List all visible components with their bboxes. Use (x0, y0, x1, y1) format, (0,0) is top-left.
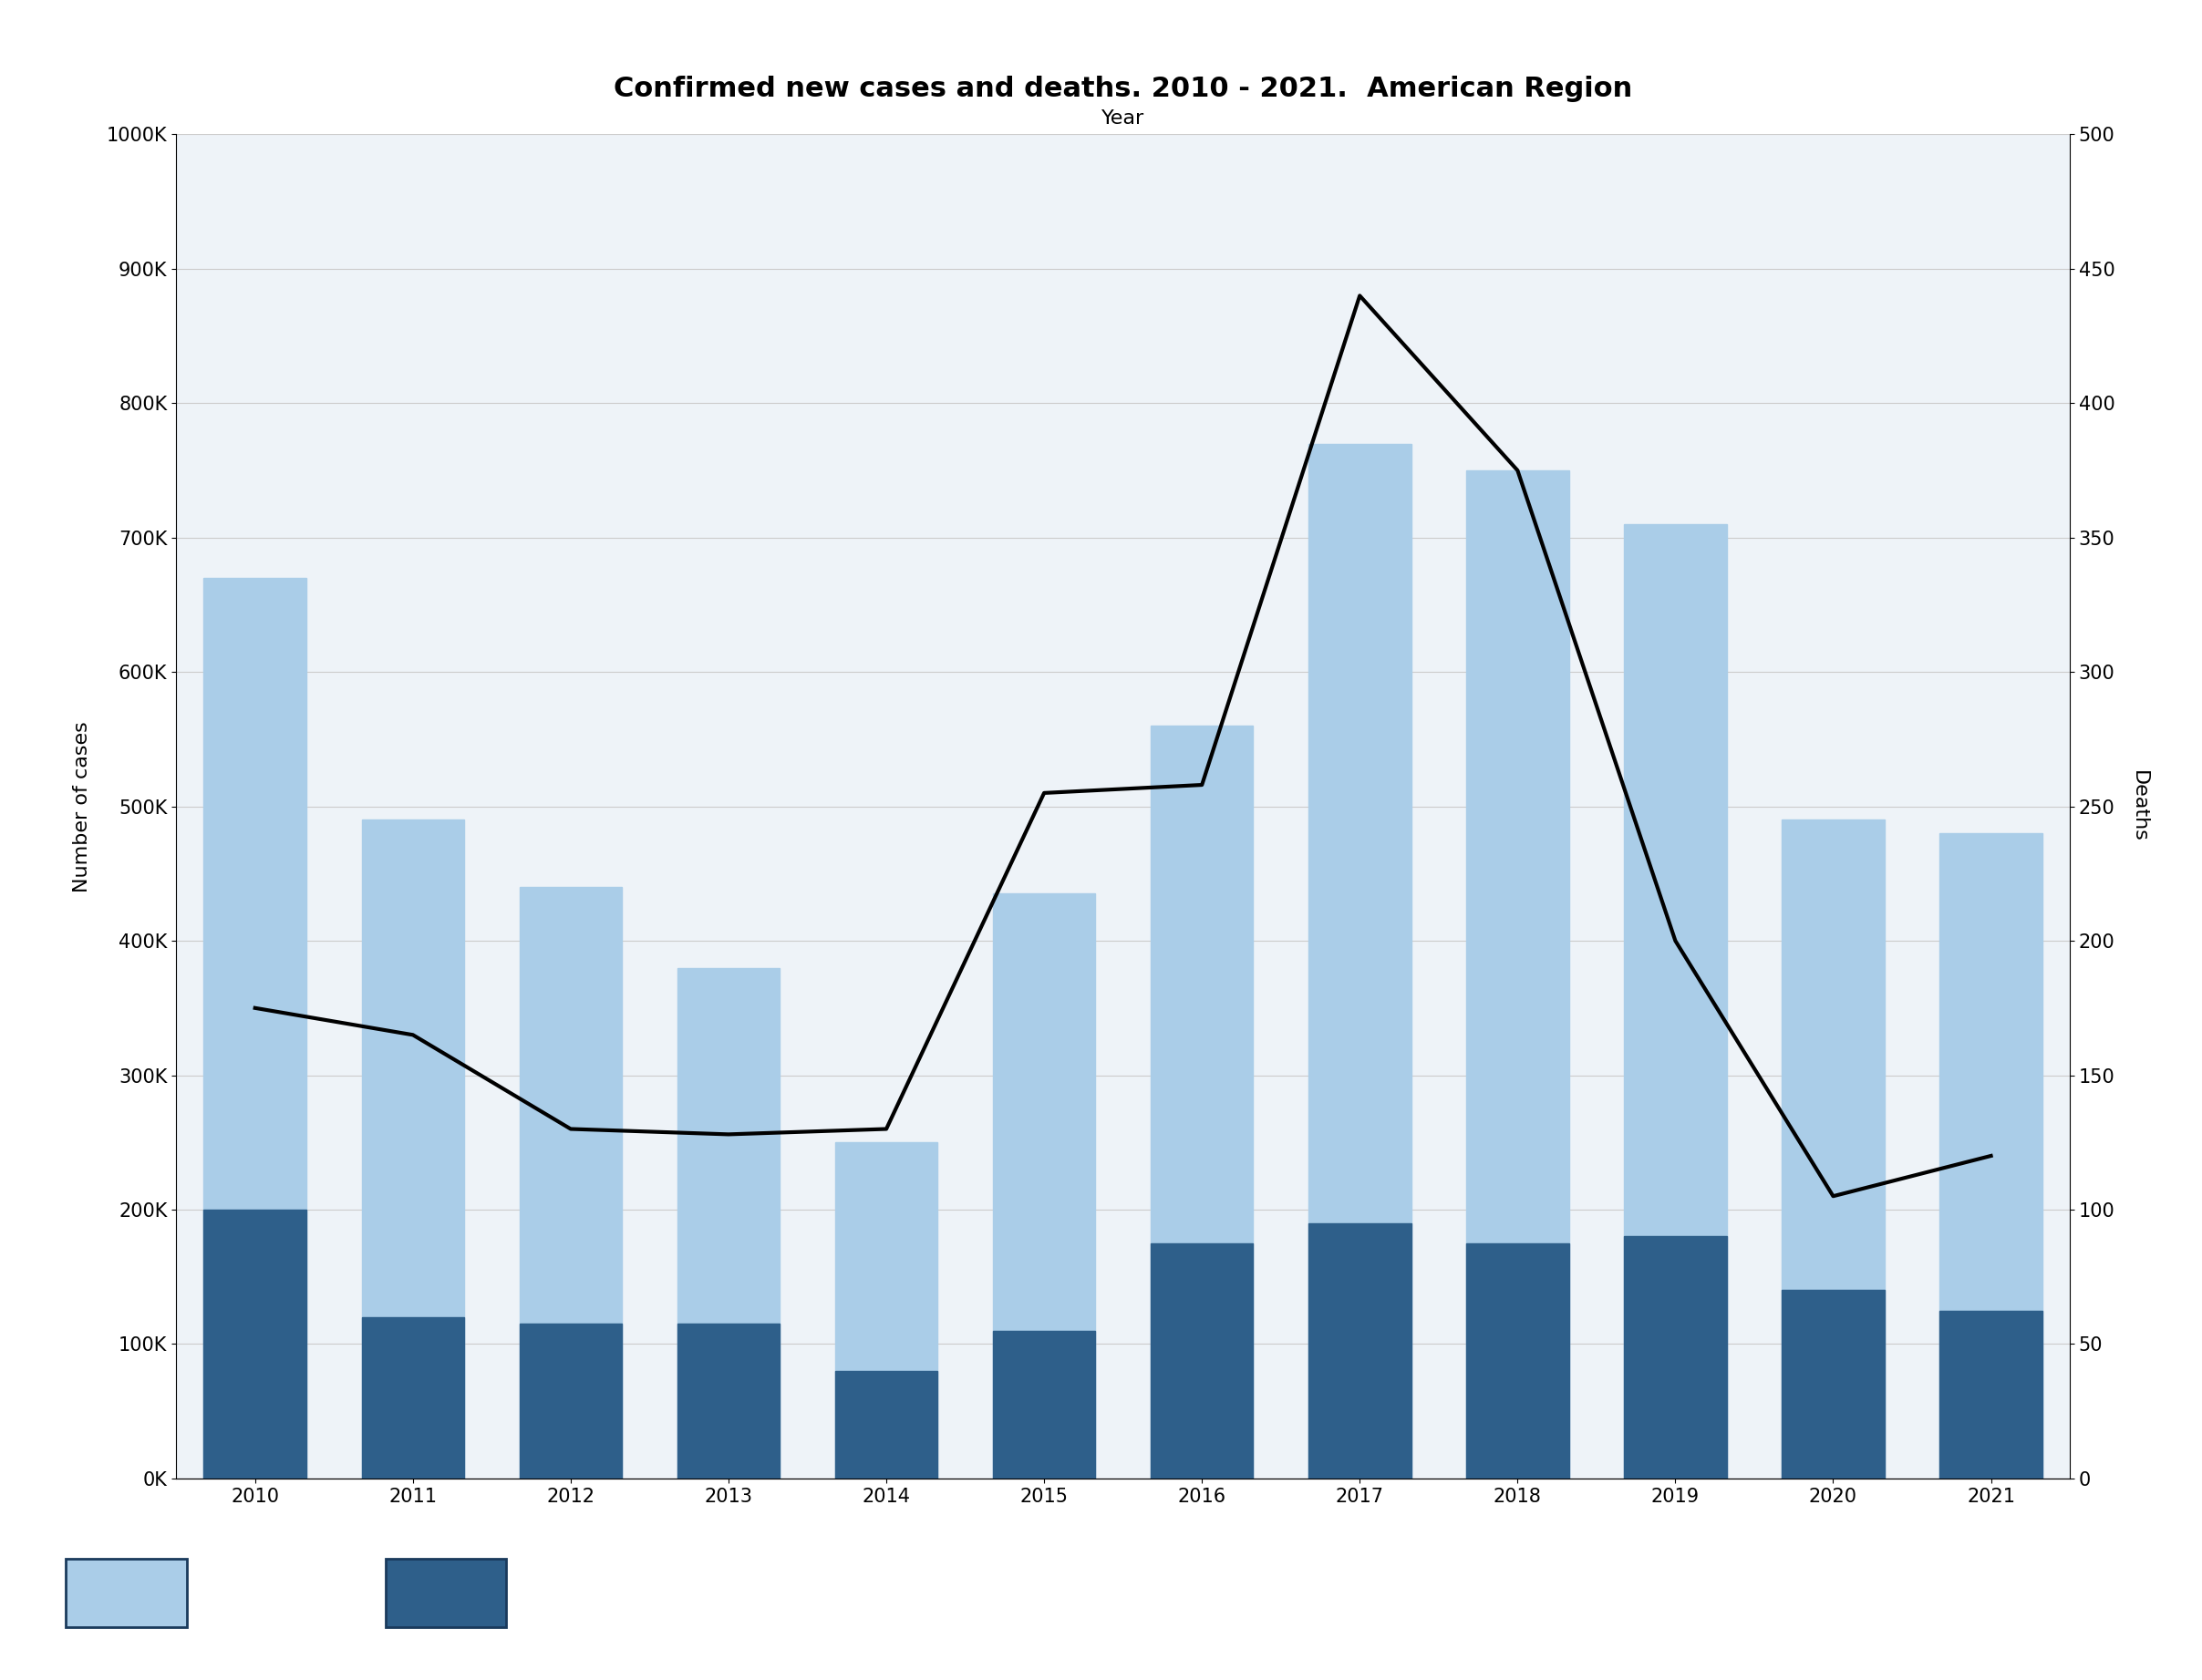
Y-axis label: Number of cases: Number of cases (73, 721, 90, 892)
Bar (1467, 1243, 1568, 1478)
Bar (361, 1317, 465, 1478)
Bar (1308, 444, 1411, 1478)
Bar (1625, 524, 1726, 1478)
Bar (205, 578, 306, 1478)
Bar (520, 887, 621, 1478)
Bar (1781, 820, 1885, 1478)
Bar (1940, 833, 2041, 1478)
Bar (1625, 1236, 1726, 1478)
Bar (678, 1324, 780, 1478)
Title: Confirmed new cases and deaths. 2010 - 2021.  American Region: Confirmed new cases and deaths. 2010 - 2… (614, 76, 1632, 102)
Bar (361, 820, 465, 1478)
Bar (1308, 1223, 1411, 1478)
X-axis label: Year: Year (1101, 109, 1145, 128)
Bar (678, 968, 780, 1478)
Bar (1940, 1310, 2041, 1478)
Y-axis label: Deaths: Deaths (2129, 771, 2149, 842)
Bar (993, 1331, 1094, 1478)
Bar (1781, 1290, 1885, 1478)
Bar (1152, 726, 1253, 1478)
Bar (993, 894, 1094, 1478)
Bar (205, 1210, 306, 1478)
Bar (835, 1371, 938, 1478)
FancyBboxPatch shape (66, 1559, 187, 1626)
Bar (835, 1142, 938, 1478)
FancyBboxPatch shape (385, 1559, 506, 1626)
Bar (1152, 1243, 1253, 1478)
Bar (520, 1324, 621, 1478)
Bar (1467, 470, 1568, 1478)
